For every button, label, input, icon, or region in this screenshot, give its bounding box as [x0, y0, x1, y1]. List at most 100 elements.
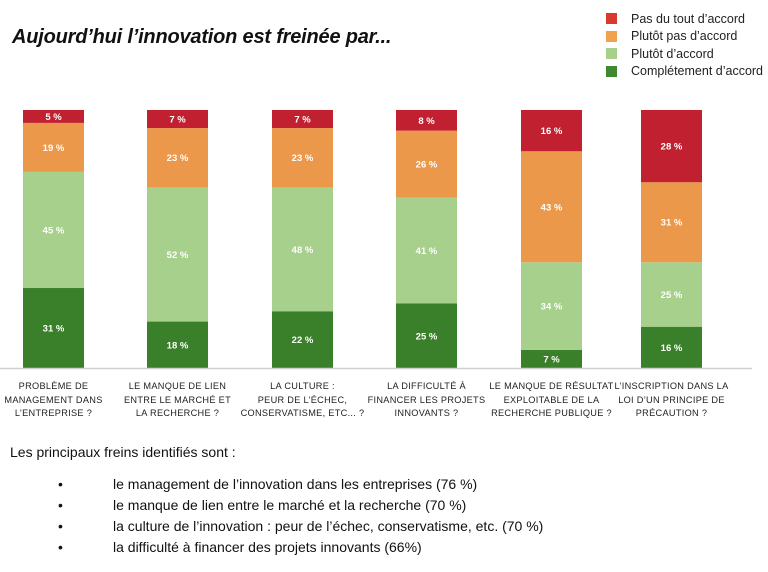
bar-segment: [396, 303, 457, 368]
data-label: 52 %: [167, 250, 189, 261]
summary-item-text: la culture de l’innovation : peur de l’é…: [113, 517, 544, 534]
category-label-line: MANAGEMENT DANS: [4, 394, 103, 405]
chart-title: Aujourd’hui l’innovation est freinée par…: [12, 26, 392, 48]
bar-segment: [521, 262, 582, 350]
bar-segment: [147, 110, 208, 129]
category-label-line: CONSERVATISME, ETC... ?: [240, 408, 365, 418]
data-label: 8 %: [418, 116, 435, 127]
bar-segment: [147, 321, 208, 368]
summary-item: • le management de l’innovation dans les …: [58, 473, 543, 494]
category-label-line: L’INSCRIPTION DANS LA: [614, 381, 729, 391]
legend-swatch: [606, 65, 617, 77]
data-label: 31 %: [661, 218, 683, 229]
data-label: 25 %: [416, 331, 438, 342]
bar-segment: [272, 311, 333, 368]
summary-item: • la culture de l’innovation : peur de l’…: [58, 515, 543, 536]
bar-segment: [396, 110, 457, 131]
data-label: 41 %: [416, 246, 438, 257]
bar-segment: [23, 122, 84, 172]
legend-swatch: [606, 13, 617, 25]
summary-intro: Les principaux freins identifiés sont :: [10, 444, 236, 460]
category-label: LA DIFFICULTÉ À FINANCER LES PROJETS INNOV…: [363, 380, 491, 421]
bullet-icon: •: [58, 517, 63, 534]
category-label-line: PRÉCAUTION ?: [635, 408, 708, 418]
bar-segment: [521, 110, 582, 152]
legend-item-pas-du-tout: Pas du tout d’accord: [606, 10, 763, 28]
bar-segment: [641, 262, 702, 327]
legend-item-completement: Complétement d’accord: [606, 63, 763, 81]
category-label: L’INSCRIPTION DANS LA LOI D’UN PRINCIPE D…: [608, 380, 736, 421]
category-label-line: LA DIFFICULTÉ À: [387, 381, 466, 391]
data-label: 22 %: [292, 335, 314, 346]
legend-label: Pas du tout d’accord: [631, 11, 745, 26]
bar-segment: [641, 326, 702, 368]
summary-item-text: la difficulté à financer des projets inn…: [113, 538, 422, 555]
category-label: LA CULTURE : PEUR DE L’ÉCHEC, CONSERVATISM…: [239, 380, 367, 421]
data-label: 28 %: [661, 142, 683, 153]
category-label: PROBLÈME DE MANAGEMENT DANS L’ENTREPRISE ?: [0, 380, 118, 421]
summary-item-text: le management de l’innovation dans les e…: [113, 475, 478, 492]
bar-segment: [641, 110, 702, 183]
category-label-line: RECHERCHE PUBLIQUE ?: [491, 408, 612, 418]
data-label: 43 %: [541, 202, 563, 213]
bar-segment: [147, 187, 208, 322]
summary-item: • la difficulté à financer des projets in…: [58, 536, 543, 557]
data-label: 25 %: [661, 290, 683, 301]
data-label: 34 %: [541, 302, 563, 313]
legend-swatch: [606, 30, 617, 42]
data-label: 48 %: [292, 245, 314, 256]
data-label: 7 %: [169, 115, 186, 126]
legend-label: Plutôt d’accord: [631, 46, 714, 61]
category-label-line: L’ENTREPRISE ?: [14, 408, 93, 418]
legend-label: Complétement d’accord: [631, 64, 764, 79]
bar-segment: [272, 128, 333, 188]
data-label: 45 %: [43, 225, 65, 236]
category-label-line: ENTRE LE MARCHÉ ET: [124, 394, 231, 405]
bar-segment: [641, 182, 702, 263]
summary-item: • le manque de lien entre le marché et la…: [58, 494, 543, 515]
bullet-icon: •: [58, 496, 63, 513]
bar-segment: [521, 349, 582, 368]
data-label: 26 %: [416, 160, 438, 171]
legend-item-plutot-pas: Plutôt pas d’accord: [606, 28, 763, 46]
category-label-line: INNOVANTS ?: [394, 408, 459, 418]
category-label-line: PEUR DE L’ÉCHEC,: [257, 394, 348, 405]
bar-segment: [23, 288, 84, 368]
legend-label: Plutôt pas d’accord: [631, 29, 738, 44]
bar-segment: [23, 171, 84, 289]
category-label-line: LOI D’UN PRINCIPE DE: [618, 394, 725, 405]
category-label: LE MANQUE DE LIEN ENTRE LE MARCHÉ ET LA RE…: [114, 380, 242, 421]
summary-item-text: le manque de lien entre le marché et la …: [113, 496, 467, 513]
chart-plot: 31 % 45 % 19 % 5 % 18 % 52 % 23 % 7 % 22 % 48 % 23…: [0, 110, 752, 370]
data-label: 23 %: [292, 153, 314, 164]
summary-list: • le management de l’innovation dans les …: [58, 473, 543, 557]
bar-segment: [521, 151, 582, 263]
bar-segment: [23, 110, 84, 123]
category-label-line: FINANCER LES PROJETS: [367, 394, 486, 405]
legend: Pas du tout d’accord Plutôt pas d’accord…: [606, 10, 763, 80]
legend-swatch: [606, 48, 617, 60]
data-label: 7 %: [294, 115, 311, 126]
legend-item-plutot: Plutôt d’accord: [606, 45, 763, 63]
category-label-line: LA CULTURE :: [270, 381, 335, 391]
category-label-line: LE MANQUE DE LIEN: [128, 381, 227, 391]
bar-segment: [272, 187, 333, 312]
data-label: 5 %: [45, 112, 62, 123]
category-label-line: PROBLÈME DE: [18, 381, 89, 391]
data-label: 31 %: [43, 324, 65, 335]
bar-segment: [272, 110, 333, 129]
category-label-line: LE MANQUE DE RÉSULTAT: [489, 381, 614, 391]
category-label-line: EXPLOITABLE DE LA: [503, 394, 600, 405]
data-label: 16 %: [661, 343, 683, 354]
category-label: LE MANQUE DE RÉSULTAT EXPLOITABLE DE LA RE…: [488, 380, 616, 421]
category-label-line: LA RECHERCHE ?: [135, 408, 220, 418]
bar-segment: [396, 197, 457, 304]
bar-segment: [396, 130, 457, 198]
data-label: 16 %: [541, 126, 563, 137]
bullet-icon: •: [58, 475, 63, 492]
bullet-icon: •: [58, 538, 63, 555]
data-label: 7 %: [543, 354, 560, 365]
data-label: 23 %: [167, 153, 189, 164]
data-label: 18 %: [167, 340, 189, 351]
bar-segment: [147, 128, 208, 188]
